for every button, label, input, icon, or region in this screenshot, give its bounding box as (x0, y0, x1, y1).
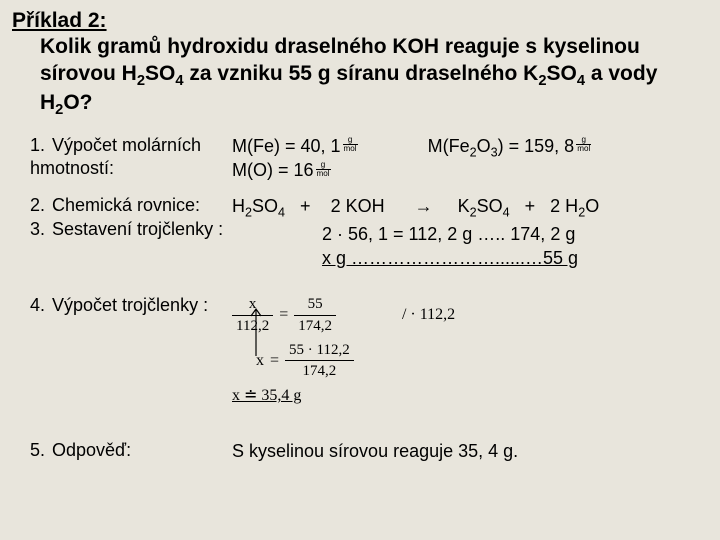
step-2-3-labels: 2.Chemická rovnice: 3.Sestavení trojčlen… (12, 194, 232, 241)
answer-text: S kyselinou sírovou reaguje 35, 4 g. (232, 439, 708, 463)
equation-block: H2SO4 + 2 KOH → K2SO4 + 2 H2O 2 · 56, 1 … (232, 194, 708, 270)
step-2-3-row: 2.Chemická rovnice: 3.Sestavení trojčlen… (12, 194, 708, 270)
slide-page: Příklad 2: Kolik gramů hydroxidu draseln… (0, 0, 720, 540)
example-label: Příklad 2: (12, 9, 107, 32)
step-4-calc: x112,2 = 55174,2 / · 112,2 x = 55 · 112,… (232, 294, 708, 411)
calc-line-1: x112,2 = 55174,2 / · 112,2 (232, 294, 708, 336)
step-5-row: 5.Odpověď: S kyselinou sírovou reaguje 3… (12, 439, 708, 463)
molar-fe: M(Fe) = 40, 1gmol (232, 134, 358, 158)
title-block: Příklad 2: Kolik gramů hydroxidu draseln… (12, 8, 708, 120)
step-1-label: 1.Výpočet molárních hmotností: (12, 134, 232, 181)
calc-line-2: x = 55 · 112,2174,2 (232, 340, 708, 382)
proportion-line-1: 2 · 56, 1 = 112, 2 g ….. 174, 2 g (232, 222, 708, 246)
chem-equation: H2SO4 + 2 KOH → K2SO4 + 2 H2O (232, 194, 708, 222)
step-1-content: M(Fe) = 40, 1gmol M(O) = 16gmol M(Fe2O3)… (232, 134, 708, 183)
question-text: Kolik gramů hydroxidu draselného KOH rea… (12, 34, 708, 119)
step-4-label: 4.Výpočet trojčlenky : (12, 294, 232, 317)
molar-fe2o3: M(Fe2O3) = 159, 8gmol (428, 134, 592, 183)
step-5-label: 5.Odpověď: (12, 439, 232, 462)
proportion-line-2: x g ……………………......…55 g (232, 246, 708, 270)
molar-o: M(O) = 16gmol (232, 158, 358, 182)
step-4-row: 4.Výpočet trojčlenky : x112,2 = 55174,2 … (12, 294, 708, 411)
calc-line-3: x ≐ 35,4 g (232, 385, 708, 407)
step-1-row: 1.Výpočet molárních hmotností: M(Fe) = 4… (12, 134, 708, 183)
